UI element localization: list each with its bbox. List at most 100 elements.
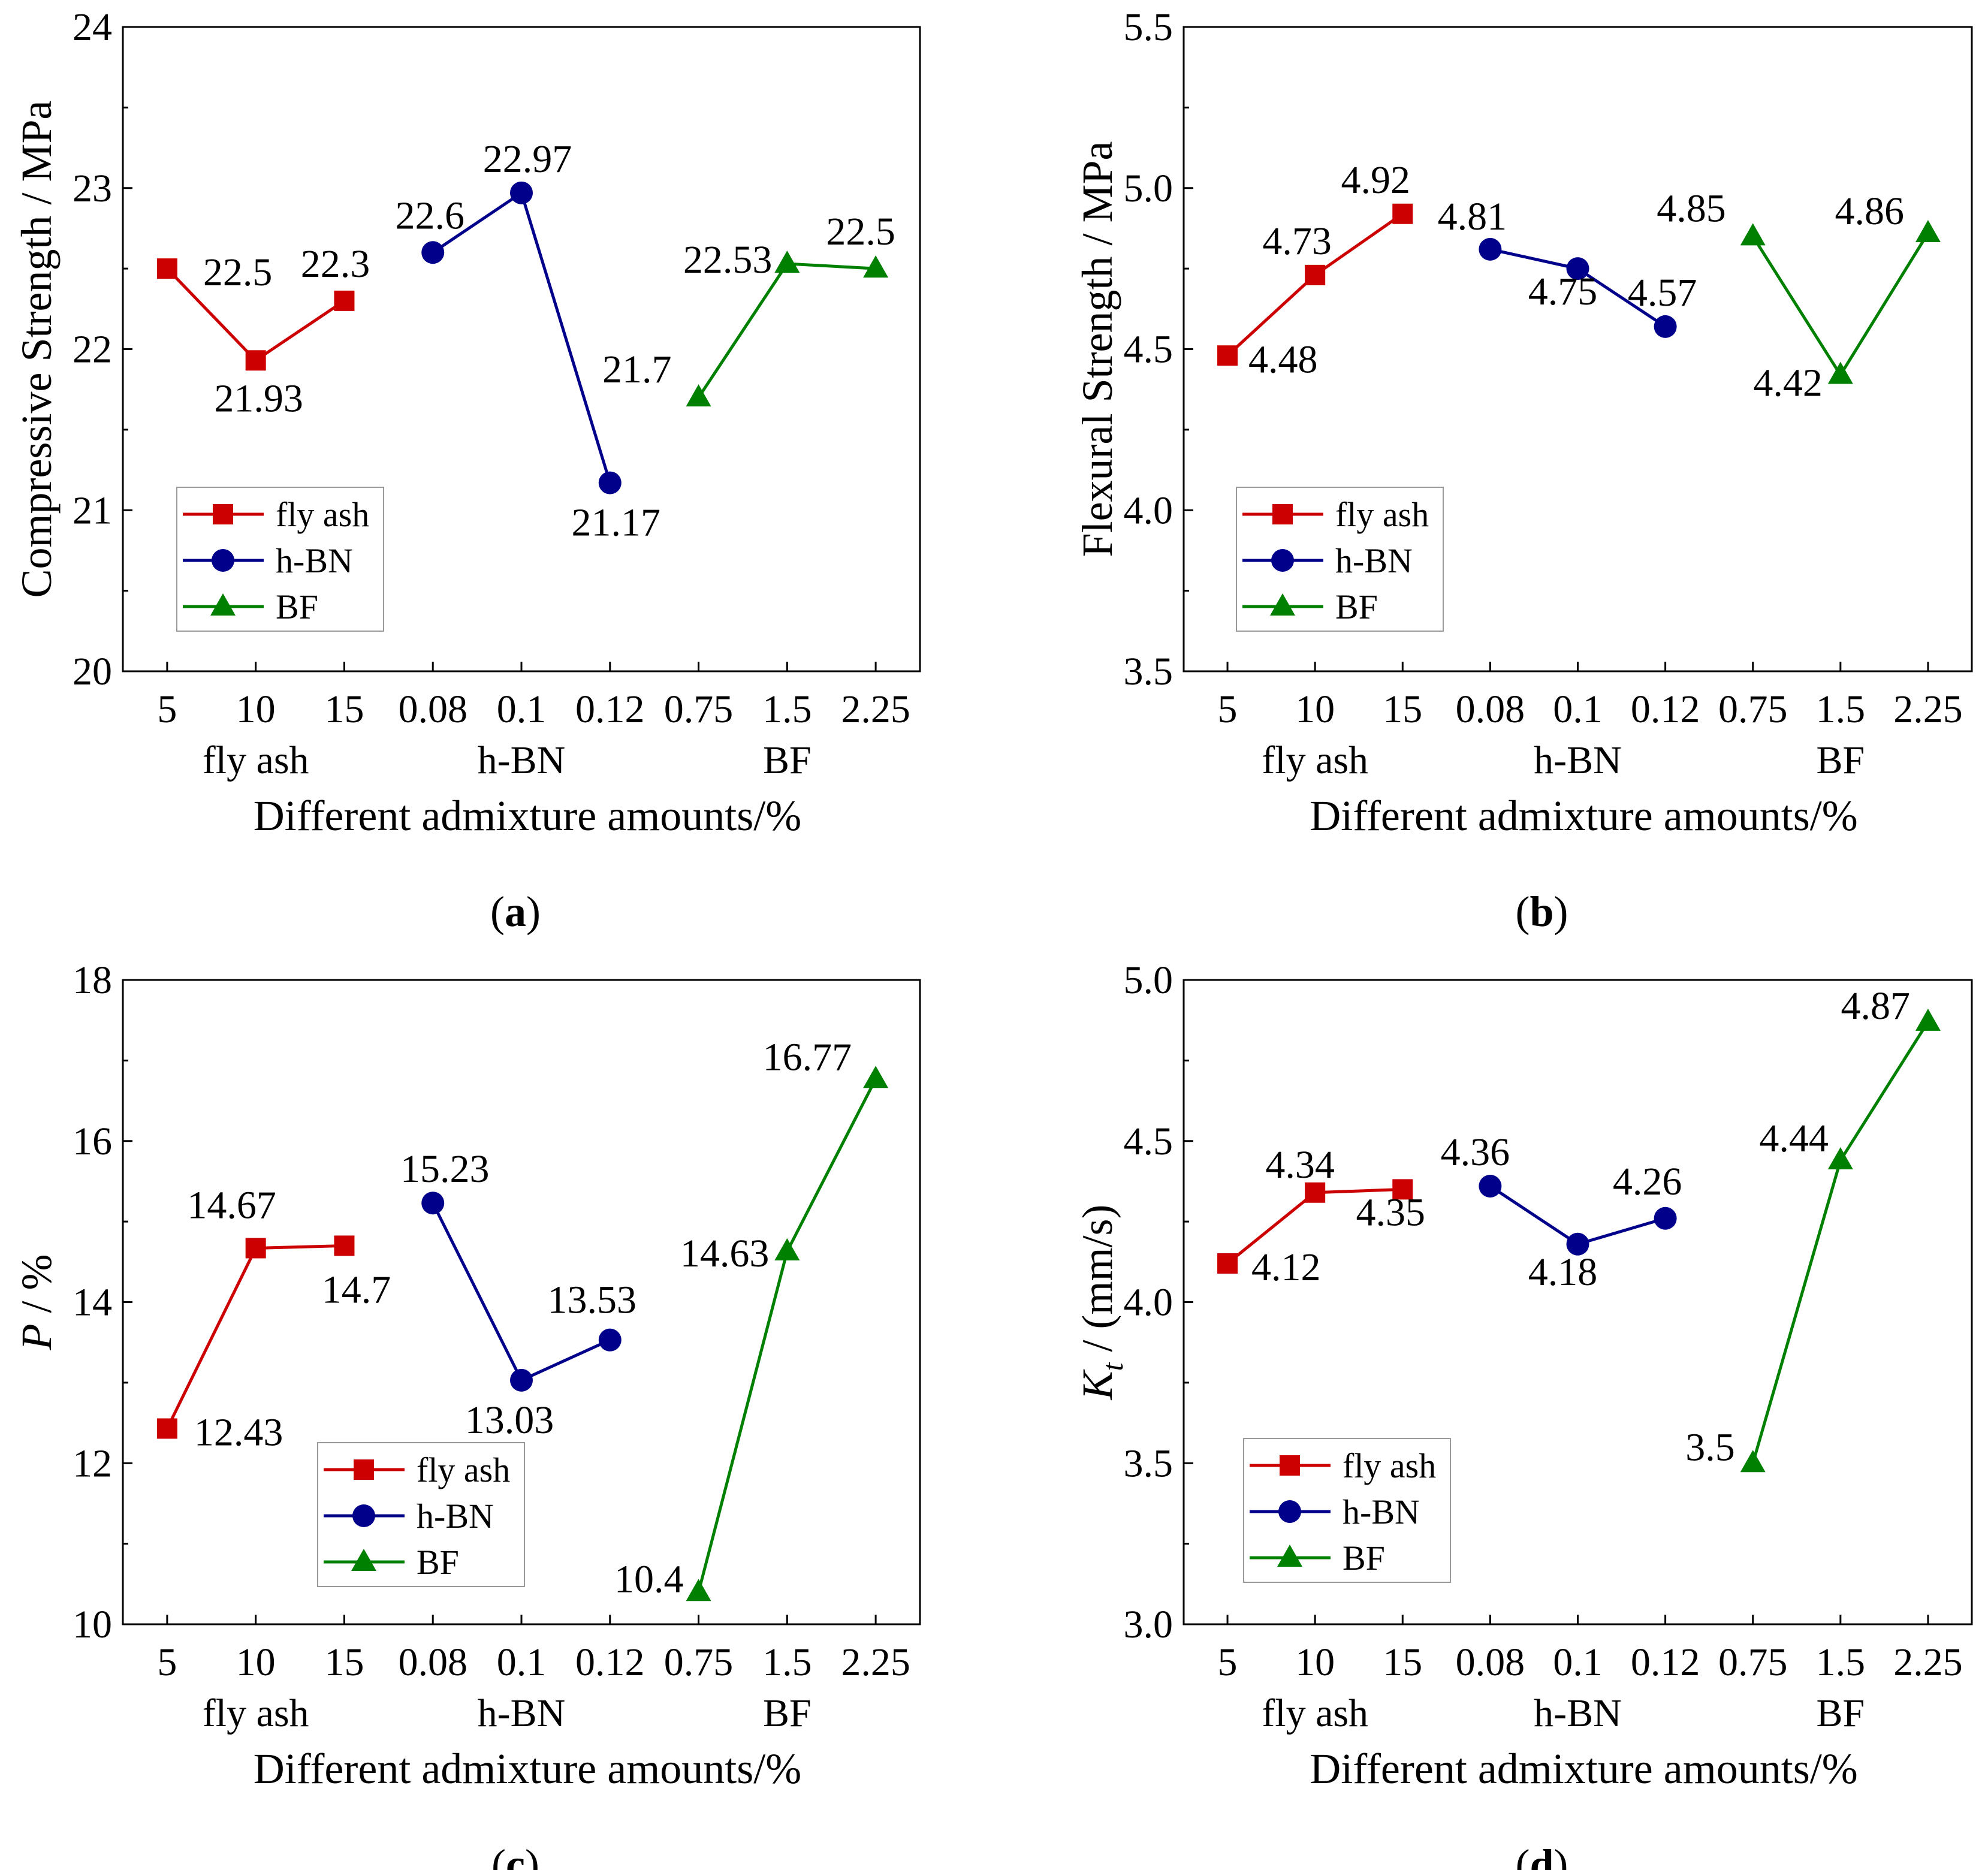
y-tick-label: 5.0: [1124, 958, 1174, 1002]
y-tick-label: 3.5: [1124, 1441, 1174, 1485]
legend-marker-square: [1272, 504, 1293, 524]
panel-caption-open: (: [491, 1841, 506, 1870]
y-tick-label: 10: [73, 1603, 112, 1646]
data-label: 4.35: [1356, 1190, 1426, 1234]
legend-label: h-BN: [1343, 1492, 1420, 1531]
data-label: 4.18: [1528, 1250, 1598, 1294]
data-point: [774, 1238, 800, 1260]
x-tick-label: 0.1: [497, 1640, 547, 1684]
data-label: 22.53: [683, 238, 773, 282]
x-tick-label: 0.12: [575, 687, 645, 731]
legend-marker-circle: [1271, 549, 1294, 572]
data-label: 4.85: [1657, 186, 1726, 230]
data-point: [1654, 1207, 1677, 1230]
series-bf: 4.85 4.42 4.86: [1657, 186, 1941, 405]
data-label: 4.34: [1265, 1143, 1335, 1187]
y-tick-label: 3.0: [1124, 1603, 1174, 1646]
y-axis-title: Flexural Strength / MPa: [1073, 141, 1121, 557]
legend-marker-triangle: [210, 593, 236, 616]
data-label: 22.5: [203, 251, 273, 294]
x-tick-label: 15: [324, 687, 364, 731]
x-axis-title: Different admixture amounts/%: [254, 792, 801, 840]
data-point: [1566, 1232, 1589, 1256]
data-label: 4.26: [1613, 1160, 1682, 1204]
data-point: [421, 241, 445, 264]
x-axis-title: Different admixture amounts/%: [1310, 1745, 1857, 1793]
legend-label: BF: [1335, 587, 1378, 626]
data-point: [1305, 1182, 1326, 1203]
legend: fly ash h-BN BF: [176, 487, 384, 632]
x-tick-label: 10: [236, 1640, 276, 1684]
series-bf: 21.7 22.53 22.5: [602, 210, 895, 407]
y-tick-label: 23: [73, 167, 112, 210]
y-tick-label: 22: [73, 328, 112, 372]
legend: fly ash h-BN BF: [1243, 1438, 1451, 1583]
data-label: 10.4: [614, 1557, 684, 1601]
x-group-label: BF: [763, 1691, 812, 1735]
x-tick-label: 10: [236, 687, 276, 731]
series-bf: 10.4 14.63 16.77: [614, 1035, 889, 1601]
legend-marker-square: [1280, 1455, 1300, 1476]
x-tick-label: 10: [1295, 687, 1335, 731]
panel-caption-letter: c: [506, 1841, 525, 1870]
data-point: [1566, 257, 1589, 280]
x-tick-label: 15: [1383, 687, 1422, 731]
data-point: [1915, 220, 1941, 242]
legend-marker-square: [213, 504, 233, 524]
data-label: 14.67: [187, 1183, 276, 1227]
data-label: 13.53: [548, 1278, 637, 1322]
y-tick-label: 18: [73, 958, 112, 1002]
x-tick-label: 2.25: [1893, 1640, 1963, 1684]
data-point: [1217, 1253, 1238, 1274]
y-axis-title: P / %: [13, 1254, 61, 1351]
series-line: [697, 1078, 877, 1592]
y-tick-label: 5.5: [1124, 5, 1174, 49]
panel-caption-close: ): [1554, 888, 1568, 936]
x-tick-label: 1.5: [762, 687, 812, 731]
data-label: 4.42: [1753, 361, 1823, 405]
legend-label: fly ash: [417, 1450, 510, 1489]
y-tick-label: 3.5: [1124, 650, 1174, 693]
x-tick-label: 0.12: [1631, 687, 1700, 731]
y-axis-title: Compressive Strength / MPa: [13, 101, 61, 598]
series-line: [1751, 1021, 1930, 1464]
data-label: 16.77: [763, 1035, 852, 1079]
x-tick-label: 0.1: [497, 687, 547, 731]
legend-marker-circle: [212, 549, 234, 572]
data-label: 4.36: [1441, 1130, 1510, 1174]
series-line: [165, 1244, 345, 1429]
x-tick-label: 0.1: [1553, 687, 1603, 731]
chart-panel-a: 20 21 22 23 24 5 10 15 0.08 0.1 0.12 0.75 1.5 2.25 fly…: [13, 5, 921, 936]
series-fly-ash: 4.12 4.34 4.35: [1217, 1143, 1425, 1289]
data-point: [598, 471, 622, 494]
x-tick-label: 15: [1383, 1640, 1422, 1684]
x-group-label: BF: [763, 738, 812, 782]
data-label: 4.75: [1528, 270, 1598, 313]
data-label: 4.92: [1341, 158, 1411, 202]
chart-panel-d: 3.0 3.5 4.0 4.5 5.0 5 10 15 0.08 0.1 0.12 0.75 1.5 2.…: [1073, 958, 1973, 1870]
data-label: 13.03: [465, 1398, 554, 1442]
series-bf: 3.5 4.44 4.87: [1685, 984, 1941, 1473]
legend-label: h-BN: [1335, 541, 1413, 580]
y-tick-label: 4.0: [1124, 488, 1174, 532]
y-tick-label: 4.5: [1124, 328, 1174, 372]
legend-marker-circle: [1278, 1500, 1301, 1523]
data-label: 4.48: [1248, 337, 1318, 381]
data-point: [1392, 203, 1413, 224]
data-point: [1915, 1008, 1941, 1031]
panel-caption-open: (: [1515, 1841, 1530, 1870]
legend-marker-circle: [352, 1504, 375, 1527]
panel-caption-letter: d: [1530, 1841, 1553, 1870]
x-tick-label: 5: [157, 687, 177, 731]
data-point: [1827, 1147, 1853, 1169]
data-point: [1217, 345, 1238, 366]
data-label: 4.57: [1628, 271, 1697, 315]
data-point: [156, 258, 177, 279]
data-label: 12.43: [194, 1410, 283, 1454]
series-fly-ash: 4.48 4.734.92: [1217, 158, 1413, 381]
y-tick-label: 21: [73, 488, 112, 532]
data-label: 22.5: [826, 210, 895, 254]
x-group-label: fly ash: [1262, 738, 1368, 782]
x-tick-label: 0.08: [1456, 1640, 1525, 1684]
y-tick-label: 5.0: [1124, 167, 1174, 210]
